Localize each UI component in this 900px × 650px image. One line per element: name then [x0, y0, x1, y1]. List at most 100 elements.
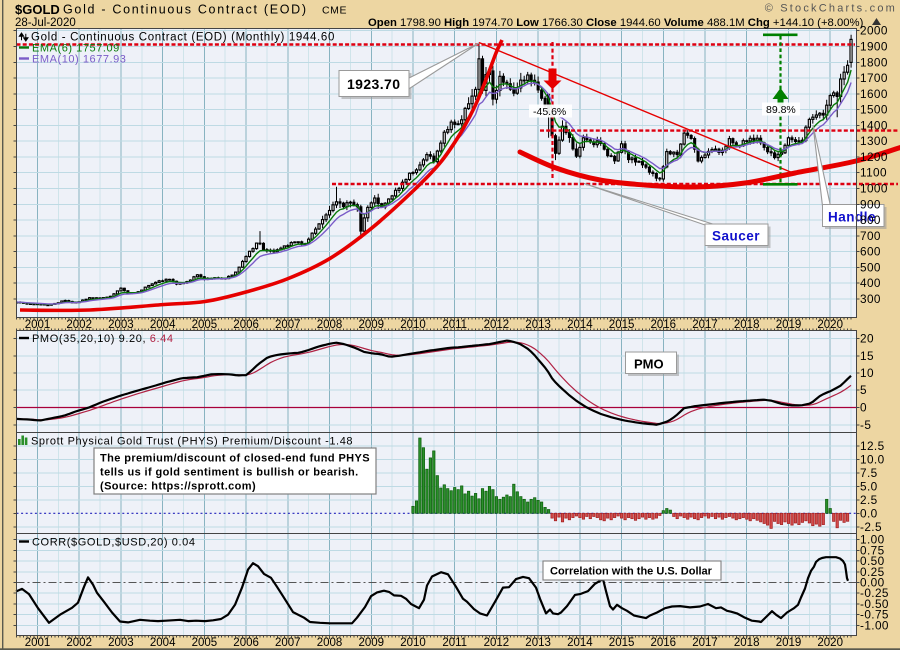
svg-text:CORR($GOLD,$USD,20) 0.04: CORR($GOLD,$USD,20) 0.04: [32, 537, 196, 549]
svg-text:2015: 2015: [609, 637, 635, 649]
svg-text:0: 0: [860, 401, 867, 415]
svg-text:2012: 2012: [484, 319, 510, 331]
svg-text:2003: 2003: [108, 319, 134, 331]
svg-text:1400: 1400: [860, 118, 888, 132]
svg-text:2012: 2012: [484, 637, 510, 649]
svg-text:2011: 2011: [442, 319, 467, 331]
svg-text:2018: 2018: [734, 637, 760, 649]
svg-text:tells us if gold sentiment is: tells us if gold sentiment is bullish or…: [100, 467, 359, 479]
svg-text:2.5: 2.5: [860, 493, 878, 507]
svg-text:-5: -5: [860, 418, 871, 432]
svg-text:2017: 2017: [692, 637, 718, 649]
svg-text:-0.50: -0.50: [860, 597, 889, 611]
svg-text:700: 700: [860, 229, 881, 243]
svg-text:1.00: 1.00: [860, 533, 885, 547]
svg-text:2019: 2019: [776, 319, 802, 331]
svg-text:-2.5: -2.5: [860, 520, 882, 534]
svg-text:2009: 2009: [359, 637, 385, 649]
svg-text:2016: 2016: [651, 319, 677, 331]
svg-text:EMA(6) 1757.09: EMA(6) 1757.09: [32, 43, 120, 55]
svg-text:-0.75: -0.75: [860, 608, 889, 622]
svg-text:800: 800: [860, 213, 881, 227]
svg-text:2005: 2005: [192, 319, 218, 331]
svg-text:2005: 2005: [192, 637, 218, 649]
svg-text:2019: 2019: [776, 637, 802, 649]
svg-text:1000: 1000: [860, 182, 888, 196]
svg-text:2004: 2004: [150, 319, 176, 331]
svg-text:-0.25: -0.25: [860, 586, 889, 600]
svg-text:(Source: https://sprott.com): (Source: https://sprott.com): [100, 481, 256, 493]
svg-text:2001: 2001: [25, 637, 51, 649]
svg-text:2000: 2000: [860, 24, 888, 38]
svg-text:28-Jul-2020: 28-Jul-2020: [15, 17, 76, 29]
svg-text:1900: 1900: [860, 40, 888, 54]
svg-text:-1.00: -1.00: [860, 618, 889, 632]
svg-text:2011: 2011: [442, 637, 467, 649]
svg-text:0.00: 0.00: [860, 576, 885, 590]
svg-text:2002: 2002: [66, 637, 92, 649]
svg-text:2018: 2018: [734, 319, 760, 331]
svg-text:1800: 1800: [860, 55, 888, 69]
svg-text:2016: 2016: [651, 637, 677, 649]
svg-text:2013: 2013: [525, 637, 551, 649]
svg-text:15: 15: [860, 349, 874, 363]
svg-text:10: 10: [860, 366, 874, 380]
svg-text:2006: 2006: [233, 319, 259, 331]
svg-text:1100: 1100: [860, 166, 887, 180]
svg-text:1600: 1600: [860, 87, 888, 101]
svg-text:5: 5: [860, 383, 867, 397]
svg-text:300: 300: [860, 292, 881, 306]
svg-text:Open 1798.90 High 1974.70 Low: Open 1798.90 High 1974.70 Low 1766.30 Cl…: [368, 17, 864, 29]
svg-text:89.8%: 89.8%: [766, 104, 796, 116]
svg-text:2015: 2015: [609, 319, 635, 331]
svg-text:1200: 1200: [860, 150, 888, 164]
svg-text:2020: 2020: [817, 637, 843, 649]
svg-text:7.5: 7.5: [860, 466, 878, 480]
svg-text:500: 500: [860, 260, 881, 274]
svg-text:2020: 2020: [817, 319, 843, 331]
svg-text:0.25: 0.25: [860, 565, 885, 579]
svg-text:2002: 2002: [66, 319, 92, 331]
svg-text:Correlation with the U.S. Doll: Correlation with the U.S. Dollar: [550, 566, 713, 578]
svg-text:2010: 2010: [400, 319, 426, 331]
svg-text:0.50: 0.50: [860, 554, 885, 568]
svg-text:EMA(10) 1677.93: EMA(10) 1677.93: [32, 54, 126, 66]
svg-text:600: 600: [860, 245, 881, 259]
svg-text:1300: 1300: [860, 134, 888, 148]
svg-text:2006: 2006: [233, 637, 259, 649]
svg-text:2003: 2003: [108, 637, 134, 649]
svg-text:2004: 2004: [150, 637, 176, 649]
svg-text:-45.6%: -45.6%: [533, 106, 566, 118]
svg-text:2008: 2008: [317, 637, 343, 649]
svg-text:2014: 2014: [567, 637, 593, 649]
svg-text:10.0: 10.0: [860, 453, 885, 467]
svg-text:1500: 1500: [860, 103, 888, 117]
svg-text:$GOLD: $GOLD: [15, 2, 60, 17]
svg-text:Saucer: Saucer: [712, 229, 760, 244]
svg-text:2014: 2014: [567, 319, 593, 331]
svg-text:Handle: Handle: [828, 210, 876, 225]
svg-text:12.5: 12.5: [860, 439, 885, 453]
svg-text:2009: 2009: [359, 319, 385, 331]
svg-text:1923.70: 1923.70: [347, 76, 400, 92]
svg-text:Gold - Continuous Contract (EO: Gold - Continuous Contract (EOD): [63, 3, 308, 17]
svg-text:5.0: 5.0: [860, 479, 878, 493]
svg-text:2013: 2013: [525, 319, 551, 331]
svg-text:PMO(35,20,10) 9.20, 6.44: PMO(35,20,10) 9.20, 6.44: [32, 333, 174, 345]
svg-text:CME: CME: [322, 5, 347, 17]
svg-text:2001: 2001: [25, 319, 51, 331]
svg-text:0.75: 0.75: [860, 543, 885, 557]
svg-text:20: 20: [860, 332, 874, 346]
svg-text:The premium/discount of closed: The premium/discount of closed-end fund …: [100, 453, 370, 465]
svg-text:Gold - Continuous Contract (EO: Gold - Continuous Contract (EOD) (Monthl…: [31, 32, 335, 44]
svg-text:1700: 1700: [860, 71, 888, 85]
svg-text:2007: 2007: [275, 319, 301, 331]
svg-text:400: 400: [860, 276, 881, 290]
svg-text:© StockCharts.com: © StockCharts.com: [765, 3, 897, 15]
svg-text:900: 900: [860, 197, 881, 211]
svg-text:2010: 2010: [400, 637, 426, 649]
svg-text:Sprott Physical Gold Trust (PH: Sprott Physical Gold Trust (PHYS) Premiu…: [31, 436, 353, 448]
svg-text:0.0: 0.0: [860, 506, 878, 520]
svg-text:2008: 2008: [317, 319, 343, 331]
svg-text:PMO: PMO: [634, 357, 664, 372]
